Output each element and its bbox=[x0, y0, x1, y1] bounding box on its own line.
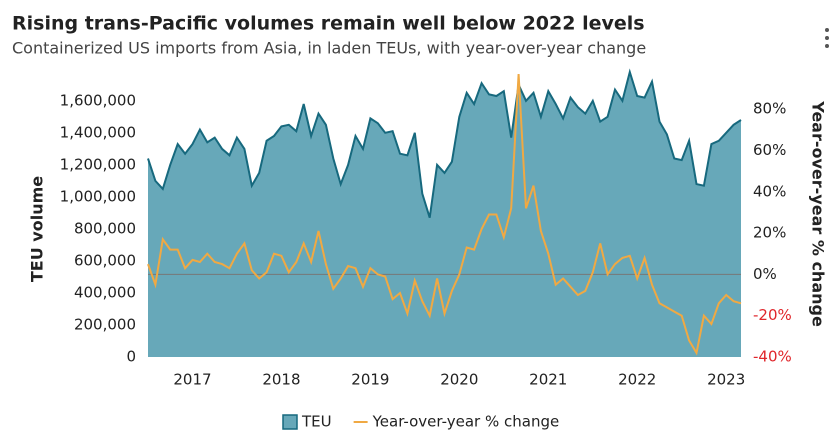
x-tick-label: 2023 bbox=[707, 371, 745, 389]
chart-title: Rising trans-Pacific volumes remain well… bbox=[12, 13, 645, 35]
y-tick-label: 1,000,000 bbox=[60, 187, 136, 205]
menu-dot[interactable] bbox=[825, 28, 829, 32]
legend-label: TEU bbox=[301, 413, 332, 431]
x-tick-label: 2021 bbox=[529, 371, 567, 389]
x-tick-label: 2022 bbox=[618, 371, 656, 389]
y-tick-label: 800,000 bbox=[74, 219, 136, 237]
y2-axis-label: Year-over-year % change bbox=[809, 100, 828, 327]
y-tick-label: 600,000 bbox=[74, 251, 136, 269]
y-tick-label: 1,600,000 bbox=[60, 91, 136, 109]
y2-tick-label: -40% bbox=[753, 348, 792, 366]
legend-label: Year-over-year % change bbox=[372, 413, 560, 431]
x-tick-label: 2019 bbox=[351, 371, 389, 389]
x-tick-label: 2017 bbox=[173, 371, 211, 389]
y2-tick-label: 40% bbox=[753, 182, 786, 200]
y2-tick-label: 60% bbox=[753, 141, 786, 159]
y2-tick-label: -20% bbox=[753, 306, 792, 324]
y-tick-label: 200,000 bbox=[74, 315, 136, 333]
y-tick-label: 400,000 bbox=[74, 283, 136, 301]
y2-tick-label: 80% bbox=[753, 100, 786, 118]
y-tick-label: 1,200,000 bbox=[60, 155, 136, 173]
y2-tick-label: 0% bbox=[753, 265, 777, 283]
menu-dot[interactable] bbox=[825, 36, 829, 40]
teu-line bbox=[147, 68, 742, 218]
yoy-line bbox=[147, 74, 742, 356]
x-tick-label: 2020 bbox=[440, 371, 478, 389]
menu-icon[interactable] bbox=[825, 28, 829, 48]
y2-tick-label: 20% bbox=[753, 224, 786, 242]
teu-area bbox=[148, 72, 741, 357]
legend-swatch bbox=[282, 414, 298, 430]
chart-subtitle: Containerized US imports from Asia, in l… bbox=[12, 39, 646, 58]
x-tick-label: 2018 bbox=[262, 371, 300, 389]
y-tick-label: 0 bbox=[126, 348, 136, 366]
y-axis-label: TEU volume bbox=[28, 176, 47, 282]
menu-dot[interactable] bbox=[825, 44, 829, 48]
y-tick-label: 1,400,000 bbox=[60, 123, 136, 141]
